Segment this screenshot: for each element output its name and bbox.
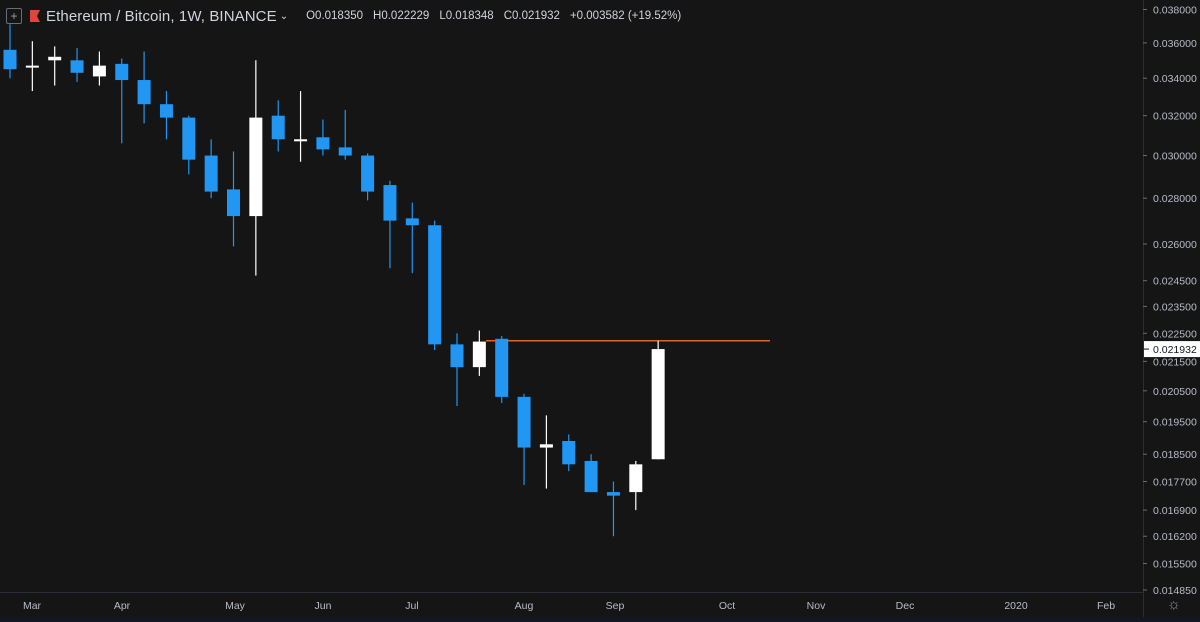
price-tick-label: 0.016900 — [1153, 505, 1197, 517]
price-tick-label: 0.038000 — [1153, 5, 1197, 17]
close-value: C0.021932 — [503, 10, 560, 22]
candle-body[interactable] — [539, 444, 553, 448]
candle-body[interactable] — [606, 492, 620, 496]
candle-body[interactable] — [517, 396, 531, 448]
candle-body[interactable] — [249, 117, 263, 217]
candle-body[interactable] — [182, 117, 196, 160]
price-tick-label: 0.026000 — [1153, 239, 1197, 251]
price-tick-label: 0.030000 — [1153, 151, 1197, 163]
candle-body[interactable] — [383, 185, 397, 221]
time-tick-label: Sep — [606, 600, 625, 612]
candle-body[interactable] — [48, 56, 62, 61]
candle-body[interactable] — [294, 139, 308, 142]
price-tick-label: 0.024500 — [1153, 276, 1197, 288]
candle-body[interactable] — [450, 344, 464, 368]
flag-icon[interactable] — [30, 10, 40, 22]
candle-body[interactable] — [338, 147, 352, 156]
candle-body[interactable] — [651, 349, 665, 460]
open-value: O0.018350 — [306, 10, 364, 22]
change-value: +0.003582 (+19.52%) — [569, 10, 682, 22]
price-tick-label: 0.023500 — [1153, 301, 1197, 313]
candle-body[interactable] — [271, 115, 285, 140]
last-price-label: 0.021932 — [1153, 344, 1197, 356]
candle-body[interactable] — [204, 155, 218, 192]
time-tick-label: May — [225, 600, 246, 612]
price-tick-label: 0.028000 — [1153, 193, 1197, 205]
time-tick-label: 2020 — [1004, 600, 1028, 612]
candle-body[interactable] — [562, 441, 576, 465]
candle-body[interactable] — [227, 189, 240, 217]
time-tick-label: Jul — [405, 600, 418, 612]
price-tick-label: 0.019500 — [1153, 417, 1197, 429]
symbol-title[interactable]: Ethereum / Bitcoin, 1W, BINANCE — [46, 7, 277, 25]
candle-body[interactable] — [159, 104, 173, 118]
price-tick-label: 0.022500 — [1153, 328, 1197, 340]
chevron-down-icon[interactable]: ⌄ — [279, 10, 289, 22]
candle-body[interactable] — [584, 460, 598, 493]
time-tick-label: Feb — [1097, 600, 1115, 612]
time-tick-label: Apr — [114, 600, 131, 612]
price-tick-label: 0.015500 — [1153, 559, 1197, 571]
candle-body[interactable] — [495, 338, 509, 397]
price-tick-label: 0.016200 — [1153, 531, 1197, 543]
candle-body[interactable] — [70, 60, 84, 73]
ohlc-values: O0.018350 H0.022229 L0.018348 C0.021932 … — [306, 10, 681, 22]
time-tick-label: Oct — [719, 600, 735, 612]
price-tick-label: 0.020500 — [1153, 386, 1197, 398]
plus-icon[interactable]: + — [6, 8, 22, 24]
price-tick-label: 0.034000 — [1153, 73, 1197, 85]
gear-icon[interactable]: ☼ — [1167, 596, 1181, 613]
candle-body[interactable] — [405, 218, 419, 226]
price-tick-label: 0.036000 — [1153, 38, 1197, 50]
price-tick-label: 0.017700 — [1153, 477, 1197, 489]
candle-body[interactable] — [137, 80, 151, 105]
candle-body[interactable] — [629, 464, 643, 493]
last-price-badge — [1144, 341, 1200, 358]
candle-body[interactable] — [115, 63, 129, 81]
time-tick-label: Jun — [315, 600, 332, 612]
price-tick-label: 0.032000 — [1153, 111, 1197, 123]
candle-body[interactable] — [25, 65, 39, 68]
low-value: L0.018348 — [439, 10, 494, 22]
candle-body[interactable] — [3, 49, 17, 70]
candle-body[interactable] — [428, 225, 442, 345]
high-value: H0.022229 — [373, 10, 430, 22]
candle-body[interactable] — [472, 341, 486, 368]
price-tick-label: 0.014850 — [1153, 585, 1197, 597]
candle-body[interactable] — [361, 155, 375, 192]
price-tick-label: 0.021500 — [1153, 356, 1197, 368]
time-tick-label: Dec — [896, 600, 915, 612]
time-tick-label: Mar — [23, 600, 42, 612]
chart-header: + Ethereum / Bitcoin, 1W, BINANCE ⌄ O0.0… — [0, 0, 681, 32]
price-tick-label: 0.018500 — [1153, 449, 1197, 461]
candle-body[interactable] — [316, 137, 330, 150]
time-tick-label: Nov — [807, 600, 826, 612]
time-tick-label: Aug — [515, 600, 534, 612]
candle-body[interactable] — [92, 65, 106, 77]
